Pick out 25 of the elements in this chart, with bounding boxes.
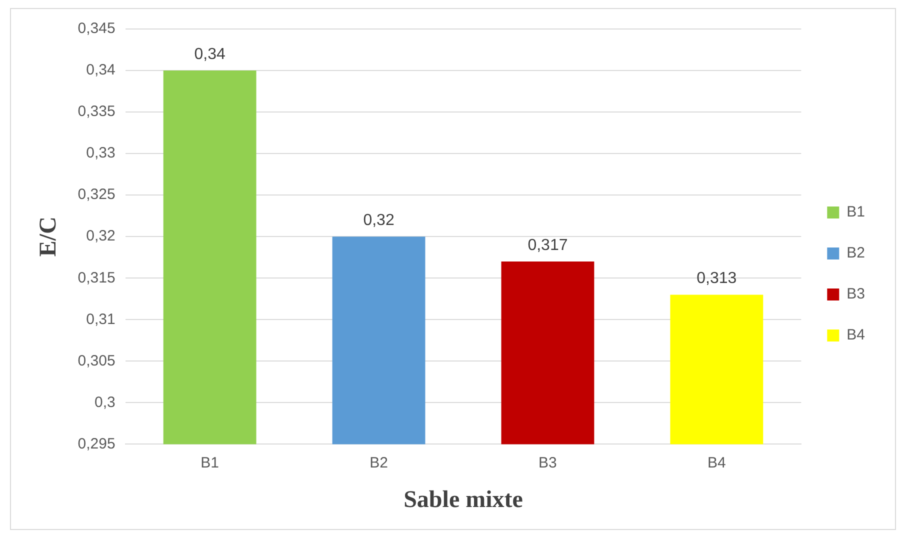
data-label: 0,32 xyxy=(363,212,394,230)
y-tick-label: 0,34 xyxy=(86,62,116,79)
y-tick-label: 0,315 xyxy=(78,269,116,286)
x-tick-label: B3 xyxy=(538,454,557,472)
legend-label: B2 xyxy=(846,244,866,262)
y-tick-label: 0,335 xyxy=(78,103,116,120)
y-tick-label: 0,33 xyxy=(86,144,116,162)
x-axis-title: Sable mixte xyxy=(404,486,524,513)
y-tick-label: 0,31 xyxy=(86,310,116,328)
legend-label: B4 xyxy=(846,326,866,344)
x-tick-label: B2 xyxy=(370,454,388,472)
legend-label: B1 xyxy=(846,204,866,221)
data-label: 0,317 xyxy=(528,236,568,254)
data-label: 0,34 xyxy=(194,46,226,63)
y-tick-label: 0,345 xyxy=(78,20,116,38)
y-tick-label: 0,305 xyxy=(78,352,116,370)
y-axis-title: E/C xyxy=(36,216,62,257)
y-tick-label: 0,295 xyxy=(78,435,116,452)
legend-label: B3 xyxy=(846,286,866,303)
y-tick-label: 0,325 xyxy=(78,186,116,204)
x-tick-label: B1 xyxy=(200,454,219,472)
x-tick-label: B4 xyxy=(707,454,726,472)
y-tick-label: 0,32 xyxy=(86,228,116,245)
data-label: 0,313 xyxy=(696,270,737,288)
y-tick-label: 0,3 xyxy=(94,394,116,411)
